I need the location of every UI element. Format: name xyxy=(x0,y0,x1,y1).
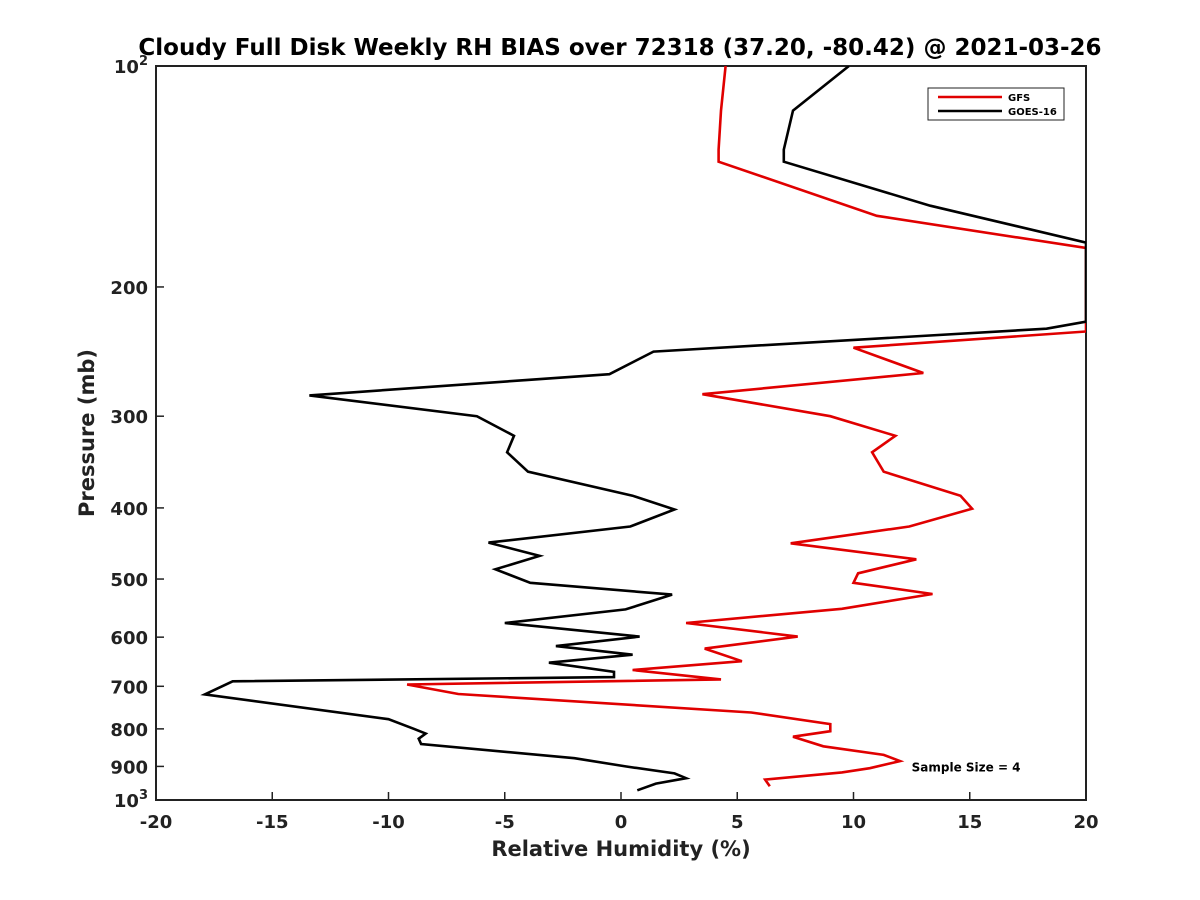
x-tick-label: -10 xyxy=(372,812,405,833)
legend: GFS GOES-16 xyxy=(927,87,1065,121)
y-tick-label: 800 xyxy=(110,720,148,741)
y-axis-ticks: 102 200 300 400 500 600 700 800 900 103 xyxy=(110,54,164,812)
x-axis-label: Relative Humidity (%) xyxy=(491,837,750,861)
x-tick-label: 10 xyxy=(841,812,866,833)
x-tick-label: 20 xyxy=(1073,812,1098,833)
y-axis-label: Pressure (mb) xyxy=(75,349,99,517)
x-axis-ticks: -20 -15 -10 -5 0 5 10 15 20 xyxy=(140,792,1099,833)
y-tick-label: 103 xyxy=(114,788,148,812)
y-tick-label: 200 xyxy=(110,278,148,299)
annotations: Sample Size = 4 xyxy=(912,760,1021,774)
x-tick-label: 15 xyxy=(957,812,982,833)
legend-items: GFS GOES-16 xyxy=(938,93,1057,118)
y-tick-label: 900 xyxy=(110,757,148,778)
y-tick-label: 102 xyxy=(114,54,148,78)
x-tick-label: -15 xyxy=(256,812,289,833)
y-tick-label: 500 xyxy=(110,570,148,591)
legend-box xyxy=(927,87,1065,121)
series-line-goes-16 xyxy=(200,66,1086,792)
x-tick-label: 5 xyxy=(731,812,744,833)
y-tick-label: 400 xyxy=(110,499,148,520)
y-tick-label: 600 xyxy=(110,628,148,649)
y-tick-label: 700 xyxy=(110,677,148,698)
series-layer xyxy=(200,66,1086,792)
plot-frame xyxy=(155,65,1087,801)
x-tick-label: -5 xyxy=(495,812,515,833)
y-tick-label: 300 xyxy=(110,407,148,428)
legend-entry: GOES-16 xyxy=(1008,107,1057,118)
legend-entry: GFS xyxy=(1008,93,1030,104)
x-tick-label: -20 xyxy=(140,812,173,833)
series-line-gfs xyxy=(406,66,1086,788)
sample-size-annotation: Sample Size = 4 xyxy=(912,760,1021,774)
chart-title: Cloudy Full Disk Weekly RH BIAS over 723… xyxy=(138,35,1101,61)
x-tick-label: 0 xyxy=(615,812,628,833)
